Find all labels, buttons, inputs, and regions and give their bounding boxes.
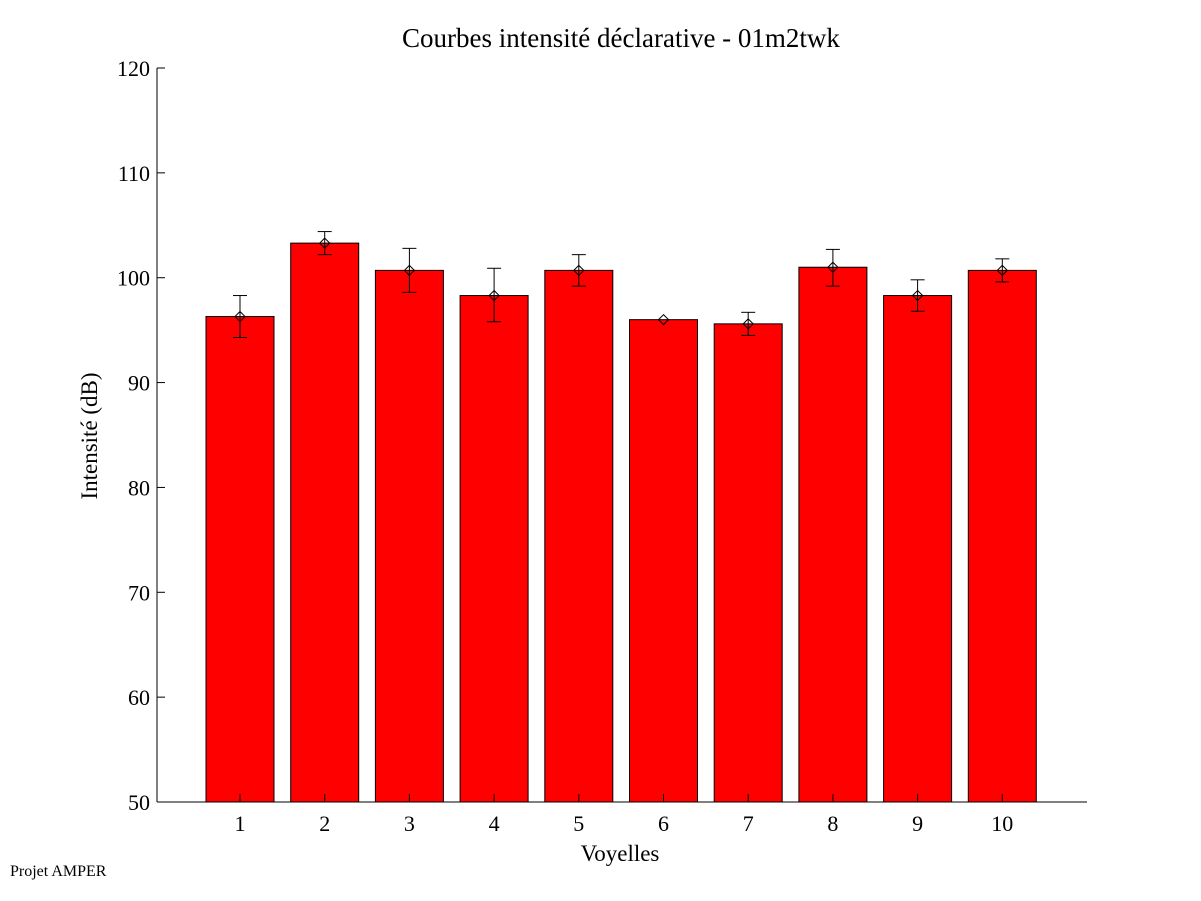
x-tick-label-1: 1	[235, 811, 246, 836]
bars-layer	[205, 242, 1037, 803]
bar-3	[374, 269, 444, 803]
bar-5	[544, 269, 614, 803]
footer-credit: Projet AMPER	[10, 863, 107, 880]
mean-marker-5	[573, 264, 585, 277]
x-tick-label-9: 9	[912, 811, 923, 836]
bar-1	[205, 316, 275, 803]
y-tick-label-50: 50	[128, 790, 150, 815]
y-tick-label-80: 80	[128, 475, 150, 500]
bar-4	[459, 295, 529, 803]
x-axis-label: Voyelles	[581, 841, 660, 866]
bar-8	[798, 266, 868, 803]
bar-9	[883, 295, 953, 803]
x-tick-label-5: 5	[573, 811, 584, 836]
mean-marker-6	[657, 313, 670, 326]
mean-marker-4	[488, 289, 500, 302]
mean-marker-10	[996, 264, 1009, 277]
x-tick-label-2: 2	[319, 811, 330, 836]
bar-2	[290, 242, 360, 803]
x-tick-label-10: 10	[991, 811, 1013, 836]
y-tick-label-90: 90	[128, 371, 150, 396]
mean-marker-1	[234, 310, 246, 323]
axes-layer: 50 60 70 80 90 100 110 120 1 2 3 4 5 6 7 8 9 10	[117, 56, 1087, 836]
y-tick-label-120: 120	[117, 56, 150, 81]
mean-marker-3	[403, 264, 416, 277]
mean-marker-8	[827, 261, 839, 273]
y-tick-label-60: 60	[128, 685, 150, 710]
x-tick-label-4: 4	[489, 811, 500, 836]
x-tick-label-6: 6	[658, 811, 669, 836]
y-tick-label-100: 100	[117, 266, 150, 291]
x-tick-label-3: 3	[404, 811, 415, 836]
y-axis-label: Intensité (dB)	[77, 372, 102, 499]
bar-7	[713, 323, 783, 803]
error-bars-layer	[233, 231, 1010, 338]
x-tick-label-8: 8	[827, 811, 838, 836]
mean-marker-2	[318, 237, 331, 249]
y-tick-label-70: 70	[128, 580, 150, 605]
y-tick-label-110: 110	[118, 161, 150, 186]
bar-10	[967, 269, 1037, 803]
chart-title: Courbes intensité déclarative - 01m2twk	[402, 23, 840, 53]
mean-marker-7	[742, 318, 754, 330]
bar-6	[629, 319, 698, 803]
x-tick-label-7: 7	[743, 811, 754, 836]
mean-marker-9	[911, 289, 924, 302]
